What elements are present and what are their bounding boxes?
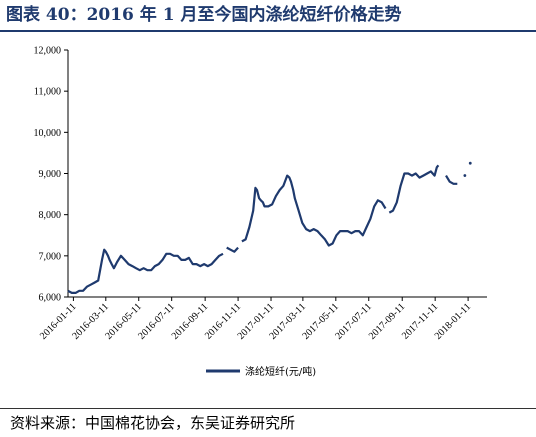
chart-title: 图表 40：2016 年 1 月至今国内涤纶短纤价格走势: [6, 5, 402, 25]
series-point: [463, 174, 467, 177]
series-layer: [67, 161, 472, 294]
y-axis: 6,000 7,000 8,000 9,000 10,000 11,000 12,000: [34, 46, 69, 304]
y-tick-label: 6,000: [39, 293, 62, 304]
series-line-segment: [445, 175, 458, 185]
y-tick-label: 7,000: [39, 251, 62, 262]
y-tick-label: 8,000: [39, 210, 62, 221]
price-line-chart: 6,000 7,000 8,000 9,000 10,000 11,000 12,000 2…: [34, 46, 487, 378]
title-underline: [0, 30, 536, 32]
source-note: 资料来源：中国棉花协会，东吴证券研究所: [10, 414, 296, 432]
series-line-segment: [388, 164, 440, 214]
footer-rule: [0, 408, 536, 409]
series-line-segment: [241, 174, 387, 247]
series-point: [468, 161, 472, 165]
legend: 涤纶短纤(元/吨): [206, 365, 316, 378]
y-tick-label: 12,000: [34, 46, 62, 57]
y-tick-label: 10,000: [34, 128, 62, 139]
series-line-segment: [67, 248, 224, 294]
x-tick-label: 2018-01-11: [433, 301, 474, 342]
y-tick-label: 9,000: [39, 169, 62, 180]
y-tick-label: 11,000: [34, 87, 61, 98]
series-line-segment: [226, 246, 239, 253]
legend-label: 涤纶短纤(元/吨): [245, 365, 316, 378]
x-axis: 2016-01-112016-03-112016-05-112016-07-11…: [38, 296, 487, 342]
